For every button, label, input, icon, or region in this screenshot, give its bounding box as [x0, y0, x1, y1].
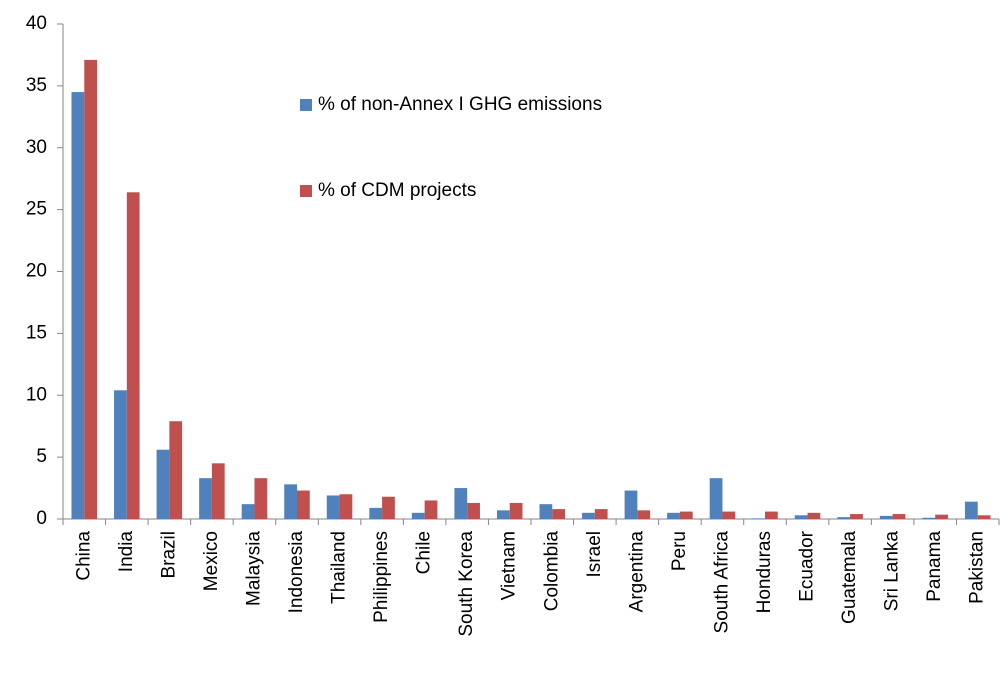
bar [977, 515, 991, 519]
bar [922, 517, 936, 519]
bar [552, 509, 566, 519]
x-tick-label: Chile [414, 531, 435, 574]
bar [509, 502, 523, 519]
bar [369, 507, 383, 519]
bar [837, 517, 851, 519]
bar [496, 510, 510, 519]
bar [467, 502, 480, 519]
x-tick-label: Israel [584, 531, 605, 577]
legend-label: % of non-Annex I GHG emissions [318, 94, 602, 115]
x-tick-label: Colombia [541, 531, 562, 612]
x-tick-label: Argentina [626, 531, 647, 613]
x-tick-label: South Africa [711, 531, 732, 634]
bar [382, 496, 395, 519]
y-tick-label: 25 [26, 199, 47, 220]
bar [582, 512, 595, 519]
y-tick-label: 30 [26, 137, 47, 158]
bar [709, 478, 723, 519]
legend-swatch [300, 185, 312, 197]
y-tick-label: 15 [26, 322, 47, 343]
x-tick-label: South Korea [456, 531, 477, 637]
bar [879, 515, 893, 519]
bar [84, 59, 98, 519]
x-tick-label: Malaysia [243, 531, 264, 606]
bar [241, 504, 255, 519]
bar [411, 512, 425, 519]
bar [794, 515, 808, 519]
bar [722, 511, 736, 519]
bar [454, 488, 468, 519]
bar [114, 390, 127, 519]
bar [126, 192, 140, 520]
bar [935, 514, 948, 519]
bar [254, 478, 268, 519]
x-tick-label: Mexico [201, 531, 222, 591]
x-tick-label: Philippines [371, 531, 392, 623]
bar [892, 514, 906, 519]
y-tick-label: 20 [26, 261, 47, 282]
bar [211, 463, 225, 519]
x-tick-label: Brazil [158, 531, 179, 579]
bar [765, 511, 778, 519]
bar [964, 501, 978, 519]
bar [339, 494, 353, 519]
bar [679, 511, 693, 519]
x-tick-label: Indonesia [286, 531, 307, 614]
bar [594, 509, 608, 519]
x-tick-label: Peru [669, 531, 690, 571]
legend-label: % of CDM projects [318, 180, 476, 201]
x-tick-label: China [73, 531, 94, 581]
bar [807, 512, 821, 519]
bar [424, 500, 438, 519]
bar [850, 514, 863, 519]
bar [297, 490, 310, 519]
bar [156, 449, 170, 519]
x-tick-label: Vietnam [499, 531, 520, 600]
x-tick-label: Thailand [329, 531, 350, 604]
bar [71, 92, 85, 519]
x-tick-label: Guatemala [839, 531, 860, 624]
y-tick-label: 5 [36, 446, 47, 467]
bar [284, 484, 297, 519]
y-tick-label: 35 [26, 75, 47, 96]
y-tick-label: 40 [26, 13, 47, 34]
bar [667, 512, 680, 519]
bar [199, 478, 212, 519]
bar [326, 495, 340, 519]
x-tick-label: Ecuador [797, 530, 818, 601]
bar [752, 518, 765, 519]
bar [624, 490, 638, 519]
bar [539, 504, 553, 519]
legend-swatch [300, 99, 312, 111]
bar [637, 510, 651, 519]
x-tick-label: Pakistan [967, 531, 988, 604]
x-tick-label: Honduras [754, 531, 775, 613]
x-tick-label: India [116, 531, 137, 573]
x-tick-label: Sri Lanka [882, 531, 903, 612]
y-tick-label: 0 [36, 508, 47, 529]
bar [169, 421, 183, 519]
y-tick-label: 10 [26, 384, 47, 405]
x-tick-label: Panama [924, 531, 945, 602]
